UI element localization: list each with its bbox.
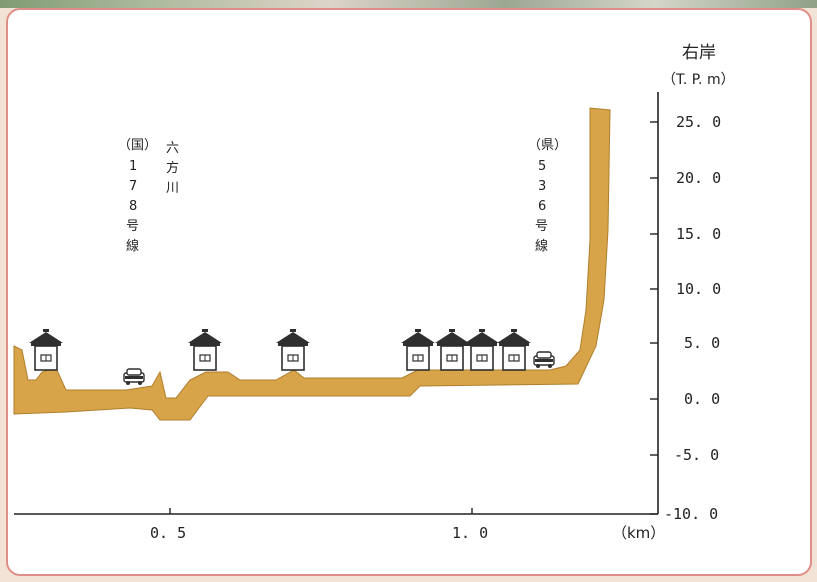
svg-text:7: 7 (129, 179, 137, 194)
x-tick-marks (169, 508, 473, 514)
decorative-top-strip (0, 0, 817, 8)
svg-text:1: 1 (129, 159, 137, 174)
house-icon (496, 328, 532, 371)
house-icon (400, 328, 436, 371)
house-icon (187, 328, 223, 371)
route-536-label: （県） 5 3 6 号 線 (528, 138, 567, 254)
house-icon (464, 328, 500, 371)
car-icon (533, 351, 555, 369)
svg-text:5: 5 (538, 159, 546, 174)
diagram-panel (6, 8, 812, 576)
svg-text:（県）: （県） (528, 138, 567, 153)
house-icon (275, 328, 311, 371)
y-tick-label: 20. 0 (676, 169, 721, 187)
car-icon (123, 368, 145, 386)
svg-text:6: 6 (538, 199, 546, 214)
svg-text:3: 3 (538, 179, 546, 194)
svg-text:川: 川 (166, 181, 179, 196)
axis-title: 右岸 (682, 43, 716, 63)
svg-text:号: 号 (535, 219, 548, 234)
y-tick-label: 5. 0 (684, 334, 720, 352)
y-tick-label: -10. 0 (664, 505, 718, 523)
y-tick-label: 10. 0 (676, 280, 721, 298)
x-tick-label: 1. 0 (452, 524, 488, 542)
x-tick-label: 0. 5 (150, 524, 186, 542)
x-axis-unit: （km） (612, 524, 665, 542)
svg-text:六: 六 (166, 141, 179, 156)
y-tick-marks (650, 121, 658, 515)
axis-unit: （T. P. m） (662, 72, 735, 88)
y-tick-label: -5. 0 (674, 446, 719, 464)
svg-text:（国）: （国） (118, 138, 157, 153)
svg-text:方: 方 (166, 160, 179, 176)
ground-cross-section (13, 107, 611, 421)
svg-text:線: 線 (126, 238, 139, 254)
y-tick-label: 25. 0 (676, 113, 721, 131)
y-tick-label: 15. 0 (676, 225, 721, 243)
svg-text:線: 線 (535, 238, 548, 254)
house-icon (28, 328, 64, 371)
svg-text:号: 号 (126, 219, 139, 234)
river-label: 六 方 川 (166, 141, 179, 196)
y-tick-label: 0. 0 (684, 390, 720, 408)
svg-text:8: 8 (129, 199, 137, 214)
house-icon (434, 328, 470, 371)
route-178-label: （国） 1 7 8 号 線 (118, 138, 157, 254)
